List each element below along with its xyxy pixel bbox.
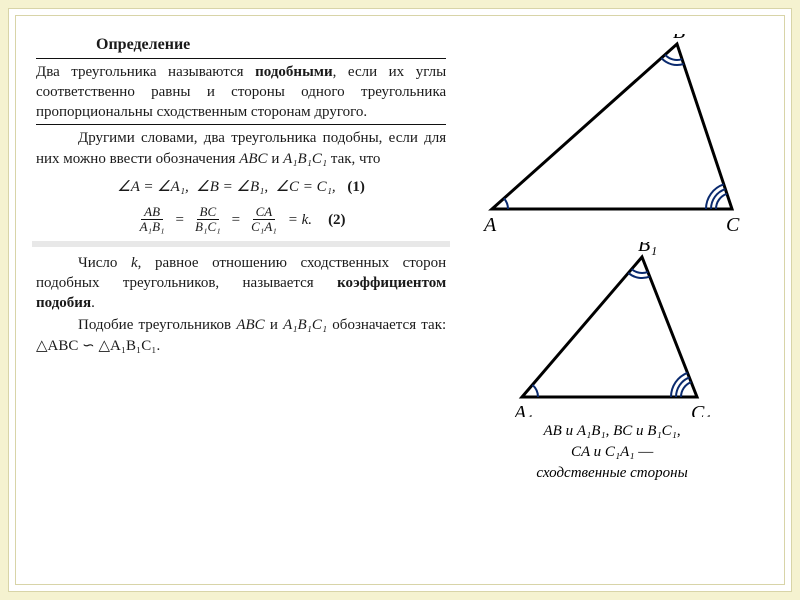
svg-text:B: B (673, 34, 685, 43)
expl-and: и (268, 151, 284, 167)
cap-1c: BC и B₁C₁ (613, 423, 677, 439)
svg-text:B₁: B₁ (638, 242, 657, 256)
explanation-paragraph: Другими словами, два треугольника подобн… (36, 128, 446, 169)
cap-2b: — (634, 444, 653, 460)
cap-1b: , (606, 423, 614, 439)
f3-den: C₁A₁ (248, 220, 280, 234)
expl-after: так, что (327, 151, 380, 167)
def-text-1: Два треугольника называются (36, 64, 255, 80)
not-t4: . (157, 338, 161, 354)
f2-num: BC (197, 205, 220, 220)
triangle-large-box: A B C (482, 34, 742, 234)
coefficient-paragraph: Число k, равное отношению сходственных с… (36, 253, 446, 314)
coef-t1: Число (78, 255, 131, 271)
coef-t3: . (91, 295, 95, 311)
svg-text:A: A (482, 214, 497, 234)
svg-text:C: C (726, 214, 740, 234)
not-a1b1c1: A₁B₁C₁ (283, 317, 327, 333)
definition-paragraph: Два треугольника называются подобными, е… (36, 62, 446, 123)
expl-a1b1c1: A₁B₁C₁ (283, 151, 327, 167)
rule-bottom (36, 124, 446, 125)
frac-3: CA C₁A₁ (248, 205, 280, 235)
not-abc: ABC (236, 317, 264, 333)
frac-1: AB A₁B₁ (137, 205, 168, 235)
inner-frame: Определение Два треугольника называются … (15, 15, 785, 585)
cap-1a: AB и A₁B₁ (544, 423, 606, 439)
section-separator (32, 241, 450, 247)
cap-1d: , (677, 423, 681, 439)
formula-angles: ∠A = ∠A₁, ∠B = ∠B₁, ∠C = C₁, (1) (36, 177, 446, 197)
eq-sign-1: = (176, 210, 184, 230)
svg-text:A₁: A₁ (512, 402, 533, 417)
definition-title: Определение (96, 34, 446, 56)
formula-ratios: AB A₁B₁ = BC B₁C₁ = CA C₁A₁ = k. (2) (36, 205, 446, 235)
angle-eq-1: ∠A = ∠A₁, (117, 179, 189, 195)
f1-den: A₁B₁ (137, 220, 168, 234)
f2-den: B₁C₁ (192, 220, 224, 234)
sides-caption: AB и A₁B₁, BC и B₁C₁, CA и C₁A₁ — сходст… (536, 421, 687, 484)
f3-num: CA (253, 205, 276, 220)
triangle-small-box: A₁ B₁ C₁ (482, 242, 742, 417)
text-column: Определение Два треугольника называются … (36, 34, 446, 566)
not-t2: и (265, 317, 283, 333)
expl-abc: ABC (239, 151, 267, 167)
def-bold: подобными (255, 64, 333, 80)
svg-text:C₁: C₁ (691, 402, 711, 417)
k-eq: = k. (288, 210, 312, 230)
not-t1: Подобие треугольников (78, 317, 236, 333)
angle-eq-2: ∠B = ∠B₁, (196, 179, 268, 195)
eq-sign-2: = (232, 210, 240, 230)
rule-top (36, 58, 446, 59)
triangle-large-svg: A B C (482, 34, 742, 234)
figure-column: A B C A₁ B₁ C₁ AB и A₁B₁, BC и B₁C₁, CA и C₁… (460, 34, 764, 566)
angle-eq-3: ∠C = C₁, (276, 179, 336, 195)
formula2-num: (2) (328, 210, 346, 230)
not-sym: △ABC ∽ △A₁B₁C₁ (36, 338, 157, 354)
cap-2a: CA и C₁A₁ (571, 444, 635, 460)
formula1-num: (1) (347, 179, 365, 195)
frac-2: BC B₁C₁ (192, 205, 224, 235)
coef-k: k (131, 255, 138, 271)
notation-paragraph: Подобие треугольников ABC и A₁B₁C₁ обозн… (36, 315, 446, 356)
not-t3: обозначается так: (327, 317, 446, 333)
triangle-small-svg: A₁ B₁ C₁ (482, 242, 742, 417)
cap-3: сходственные стороны (536, 465, 687, 481)
f1-num: AB (141, 205, 163, 220)
outer-frame: Определение Два треугольника называются … (8, 8, 792, 592)
